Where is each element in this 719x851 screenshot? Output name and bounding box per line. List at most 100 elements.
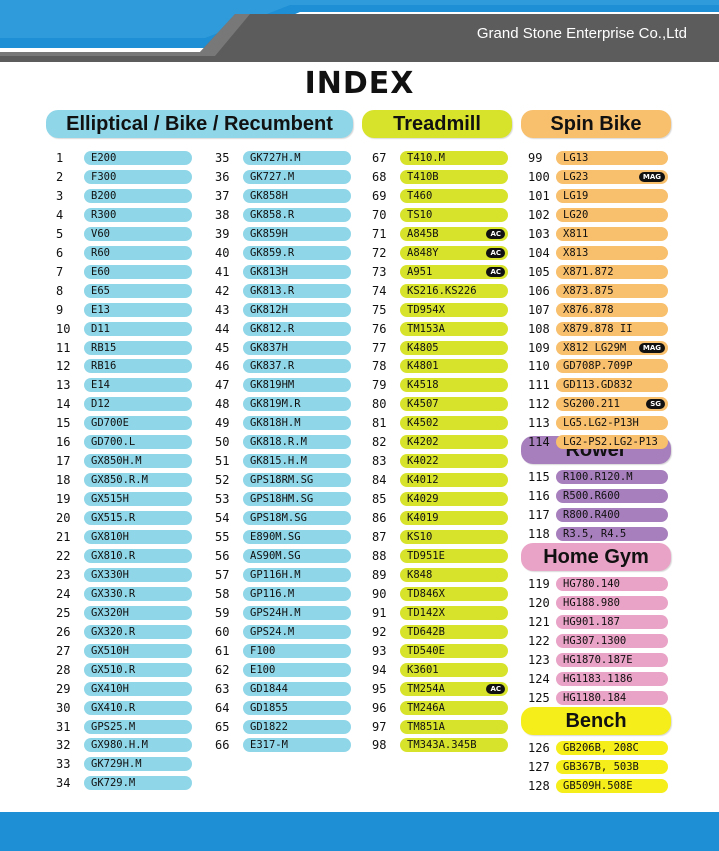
model-label: GPS18HM.SG bbox=[243, 492, 351, 507]
model-label: GK859.R bbox=[243, 245, 351, 260]
index-number: 9 bbox=[56, 302, 64, 317]
index-number: 30 bbox=[56, 700, 71, 715]
section-header-home-gym: Home Gym bbox=[521, 543, 671, 571]
index-row: 31 GPS25.M bbox=[56, 719, 192, 734]
model-label: X813 bbox=[556, 245, 668, 260]
model-label: TM851A bbox=[400, 719, 508, 734]
model-label: GX330H bbox=[84, 567, 192, 582]
index-row: 56 AS90M.SG bbox=[215, 548, 351, 563]
index-number: 113 bbox=[528, 416, 550, 431]
model-label: K4202 bbox=[400, 435, 508, 450]
model-label: T410.M bbox=[400, 151, 508, 165]
index-row: 116 R500.R600 bbox=[528, 488, 668, 503]
model-label: GX330.R bbox=[84, 586, 192, 601]
page-title: INDEX bbox=[304, 66, 415, 101]
index-number: 17 bbox=[56, 454, 71, 469]
index-row: 21 GX810H bbox=[56, 530, 192, 544]
index-row: 25 GX320H bbox=[56, 605, 192, 620]
index-row: 99 LG13 bbox=[528, 151, 668, 165]
model-label: GD700.L bbox=[84, 435, 192, 450]
index-number: 42 bbox=[215, 283, 230, 298]
index-row: 9 E13 bbox=[56, 302, 192, 317]
model-label: F100 bbox=[243, 643, 351, 658]
model-label: GK812.R bbox=[243, 321, 351, 336]
model-label: GPS18RM.SG bbox=[243, 473, 351, 488]
model-label: GX515.R bbox=[84, 511, 192, 526]
model-label: GX810.R bbox=[84, 548, 192, 563]
index-row: 24 GX330.R bbox=[56, 586, 192, 601]
index-row: 71 A845B AC bbox=[372, 226, 508, 241]
model-label: E60 bbox=[84, 264, 192, 279]
index-number: 97 bbox=[372, 719, 387, 734]
index-number: 19 bbox=[56, 492, 71, 507]
index-number: 105 bbox=[528, 264, 550, 279]
model-label: GB509H.508E bbox=[556, 778, 668, 793]
index-row: 54 GPS18M.SG bbox=[215, 511, 351, 526]
model-label: HG1180.184 bbox=[556, 690, 668, 705]
index-number: 83 bbox=[372, 454, 387, 469]
index-number: 54 bbox=[215, 511, 230, 526]
index-number: 119 bbox=[528, 577, 550, 591]
index-row: 82 K4202 bbox=[372, 435, 508, 450]
model-label: R100.R120.M bbox=[556, 470, 668, 484]
index-row: 109 X812 LG29M MAG bbox=[528, 340, 668, 355]
index-number: 78 bbox=[372, 359, 387, 374]
index-row: 121 HG901.187 bbox=[528, 614, 668, 629]
index-row: 96 TM246A bbox=[372, 700, 508, 715]
model-label: GP116.M bbox=[243, 586, 351, 601]
index-row: 118 R3.5, R4.5 bbox=[528, 526, 668, 541]
model-label: K4518 bbox=[400, 378, 508, 393]
model-label: R60 bbox=[84, 245, 192, 260]
model-label: K4507 bbox=[400, 397, 508, 412]
index-number: 123 bbox=[528, 652, 550, 667]
model-label: HG188.980 bbox=[556, 595, 668, 610]
index-row: 95 TM254A AC bbox=[372, 681, 508, 696]
model-label: K4502 bbox=[400, 416, 508, 431]
index-row: 125 HG1180.184 bbox=[528, 690, 668, 705]
section-header-spin-bike: Spin Bike bbox=[521, 110, 671, 138]
footer-banner bbox=[0, 812, 719, 851]
index-row: 103 X811 bbox=[528, 226, 668, 241]
index-number: 67 bbox=[372, 151, 387, 165]
index-row: 75 TD954X bbox=[372, 302, 508, 317]
index-number: 107 bbox=[528, 302, 550, 317]
index-row: 33 GK729H.M bbox=[56, 757, 192, 772]
index-row: 7 E60 bbox=[56, 264, 192, 279]
model-label: R800.R400 bbox=[556, 507, 668, 522]
index-number: 1 bbox=[56, 151, 64, 165]
index-row: 114 LG2-PS2.LG2-P13 bbox=[528, 435, 668, 450]
index-number: 84 bbox=[372, 473, 387, 488]
model-label: GD1844 bbox=[243, 681, 351, 696]
model-label: GK858.R bbox=[243, 207, 351, 222]
model-label: F300 bbox=[84, 169, 192, 184]
index-number: 79 bbox=[372, 378, 387, 393]
index-number: 56 bbox=[215, 548, 230, 563]
index-row: 70 TS10 bbox=[372, 207, 508, 222]
index-number: 32 bbox=[56, 738, 71, 753]
index-number: 28 bbox=[56, 662, 71, 677]
model-label: LG2-PS2.LG2-P13 bbox=[556, 435, 668, 450]
model-label: GX510.R bbox=[84, 662, 192, 677]
index-row: 122 HG307.1300 bbox=[528, 633, 668, 648]
index-number: 118 bbox=[528, 526, 550, 541]
index-number: 59 bbox=[215, 605, 230, 620]
model-label: K4805 bbox=[400, 340, 508, 355]
index-row: 63 GD1844 bbox=[215, 681, 351, 696]
index-row: 64 GD1855 bbox=[215, 700, 351, 715]
index-row: 45 GK837H bbox=[215, 340, 351, 355]
index-row: 27 GX510H bbox=[56, 643, 192, 658]
model-label: GX410H bbox=[84, 681, 192, 696]
index-number: 66 bbox=[215, 738, 230, 753]
model-label: GD1822 bbox=[243, 719, 351, 734]
index-number: 102 bbox=[528, 207, 550, 222]
model-label: D11 bbox=[84, 321, 192, 336]
index-row: 101 LG19 bbox=[528, 188, 668, 203]
index-row: 128 GB509H.508E bbox=[528, 778, 668, 793]
model-label: TM343A.345B bbox=[400, 738, 508, 753]
model-label: GK837.R bbox=[243, 359, 351, 374]
index-number: 94 bbox=[372, 662, 387, 677]
model-label: TM153A bbox=[400, 321, 508, 336]
model-label: E65 bbox=[84, 283, 192, 298]
index-row: 111 GD113.GD832 bbox=[528, 378, 668, 393]
index-number: 31 bbox=[56, 719, 71, 734]
